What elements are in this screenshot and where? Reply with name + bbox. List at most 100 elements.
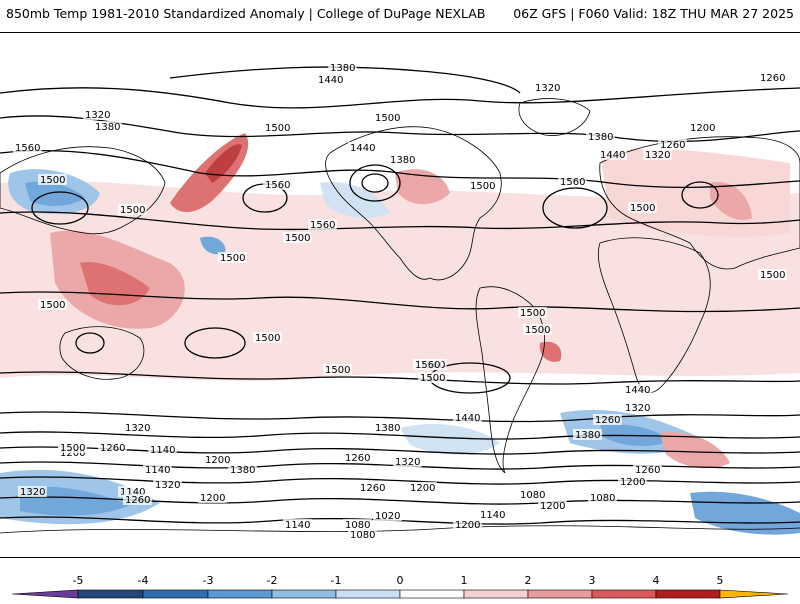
contour-label-bg (198, 492, 227, 503)
colorbar-tick-label: -1 (331, 574, 342, 587)
contour-label: 1140 (285, 520, 310, 531)
contour-label: 1380 (575, 430, 600, 441)
contour-label: 1080 (345, 520, 370, 531)
contour-label-bg (468, 180, 497, 191)
anomaly-shading (0, 133, 800, 535)
contour-label: 1500 (40, 175, 65, 186)
contour-label: 1380 (95, 122, 120, 133)
contour-label-bg (283, 232, 312, 243)
contour-label: 1560 (265, 180, 290, 191)
contour-label-bg (453, 412, 482, 423)
contour-label: 1440 (318, 75, 343, 86)
colorbar-tick-label: 5 (717, 574, 724, 587)
contour-label: 1380 (390, 155, 415, 166)
colorbar-segment (463, 589, 529, 599)
contour-label-bg (123, 494, 152, 505)
colorbar: -5 -4 -3 -2 -1 0 1 2 3 4 5 (0, 560, 800, 600)
colorbar-segment (11, 589, 79, 599)
colorbar-segment (335, 589, 401, 599)
contour-label-bg (418, 372, 447, 383)
contour-label-bg (688, 122, 717, 133)
contour-label: 1500 (40, 300, 65, 311)
contour-label-bg (18, 486, 47, 497)
contour-label-bg (83, 109, 112, 120)
contour-label-bg (316, 74, 345, 85)
contour-label-bg (263, 122, 292, 133)
contour-label: 1200 (620, 477, 645, 488)
colorbar-tick-label: -5 (73, 574, 84, 587)
contour-label: 1560 (415, 360, 440, 371)
contour-label-bg (228, 464, 257, 475)
contour-label-bg (263, 179, 292, 190)
contour-label-bg (38, 174, 67, 185)
contour-label: 1500 (285, 233, 310, 244)
contour-label-bg (38, 299, 67, 310)
contour-label-bg (283, 519, 312, 530)
contour-label-bg (388, 154, 417, 165)
contour-label: 1140 (145, 465, 170, 476)
contour-label-bg (253, 332, 282, 343)
colorbar-tick-label: 4 (653, 574, 660, 587)
colorbar-segment (527, 589, 593, 599)
contour-label: 1320 (535, 83, 560, 94)
contour-label-bg (118, 204, 147, 215)
contour-label: 1320 (645, 150, 670, 161)
contour-label-bg (373, 422, 402, 433)
contour-label: 1260 (635, 465, 660, 476)
contour-label-bg (758, 72, 787, 83)
contour-label: 1380 (375, 423, 400, 434)
contour-label: 1020 (375, 511, 400, 522)
contour-label-bg (153, 479, 182, 490)
colorbar-segment (591, 589, 657, 599)
colorbar-segment (142, 589, 209, 599)
contour-label: 1560 (310, 220, 335, 231)
colorbar-tick-label: 2 (525, 574, 532, 587)
contour-label: 1380 (230, 465, 255, 476)
contour-label: 1320 (625, 403, 650, 414)
contour-label-bg (598, 149, 627, 160)
contour-label: 1560 (15, 143, 40, 154)
contour-label: 1200 (690, 123, 715, 134)
contour-label: 1440 (625, 385, 650, 396)
map-canvas: 1380144013201260132013801560150015001440… (0, 62, 800, 541)
contour-label-bg (633, 464, 662, 475)
colorbar-tick-label: -2 (267, 574, 278, 587)
contour-label: 1500 (760, 270, 785, 281)
contour-label: 1140 (120, 487, 145, 498)
contour-label-bg (323, 364, 352, 375)
contour-label: 1320 (85, 110, 110, 121)
contour-label-bg (343, 519, 372, 530)
contour-label-bg (373, 510, 402, 521)
contour-label-bg (538, 500, 567, 511)
contour-label-bg (628, 202, 657, 213)
model-run-info: 06Z GFS | F060 Valid: 18Z THU MAR 27 202… (513, 6, 794, 21)
contour-label: 1380 (588, 132, 613, 143)
colorbar-tick-label: 3 (589, 574, 596, 587)
contour-label-bg (308, 219, 337, 230)
contour-label-bg (218, 252, 247, 263)
contour-label: 1440 (350, 143, 375, 154)
contour-label: 1500 (255, 333, 280, 344)
contour-label-bg (143, 464, 172, 475)
contour-label-bg (98, 442, 127, 453)
contour-label-bg (533, 82, 562, 93)
contour-label: 1260 (660, 140, 685, 151)
contour-label-bg (123, 422, 152, 433)
colorbar-tick-label: 0 (397, 574, 404, 587)
contour-label-bg (643, 149, 672, 160)
contour-label-bg (373, 112, 402, 123)
colorbar-segment (271, 589, 337, 599)
contour-label: 1320 (20, 487, 45, 498)
contour-label: 1200 (540, 501, 565, 512)
colorbar-segment (719, 589, 789, 599)
contour-labels: 1380144013201260132013801560150015001440… (13, 62, 787, 541)
contour-label-bg (593, 414, 622, 425)
contour-label: 1080 (590, 493, 615, 504)
contour-label: 1260 (125, 495, 150, 506)
contour-label-bg (623, 384, 652, 395)
colorbar-segment (77, 589, 144, 599)
contour-label-bg (58, 442, 87, 453)
contour-label-bg (408, 482, 437, 493)
contour-label-bg (413, 359, 442, 370)
contour-label: 1260 (100, 443, 125, 454)
